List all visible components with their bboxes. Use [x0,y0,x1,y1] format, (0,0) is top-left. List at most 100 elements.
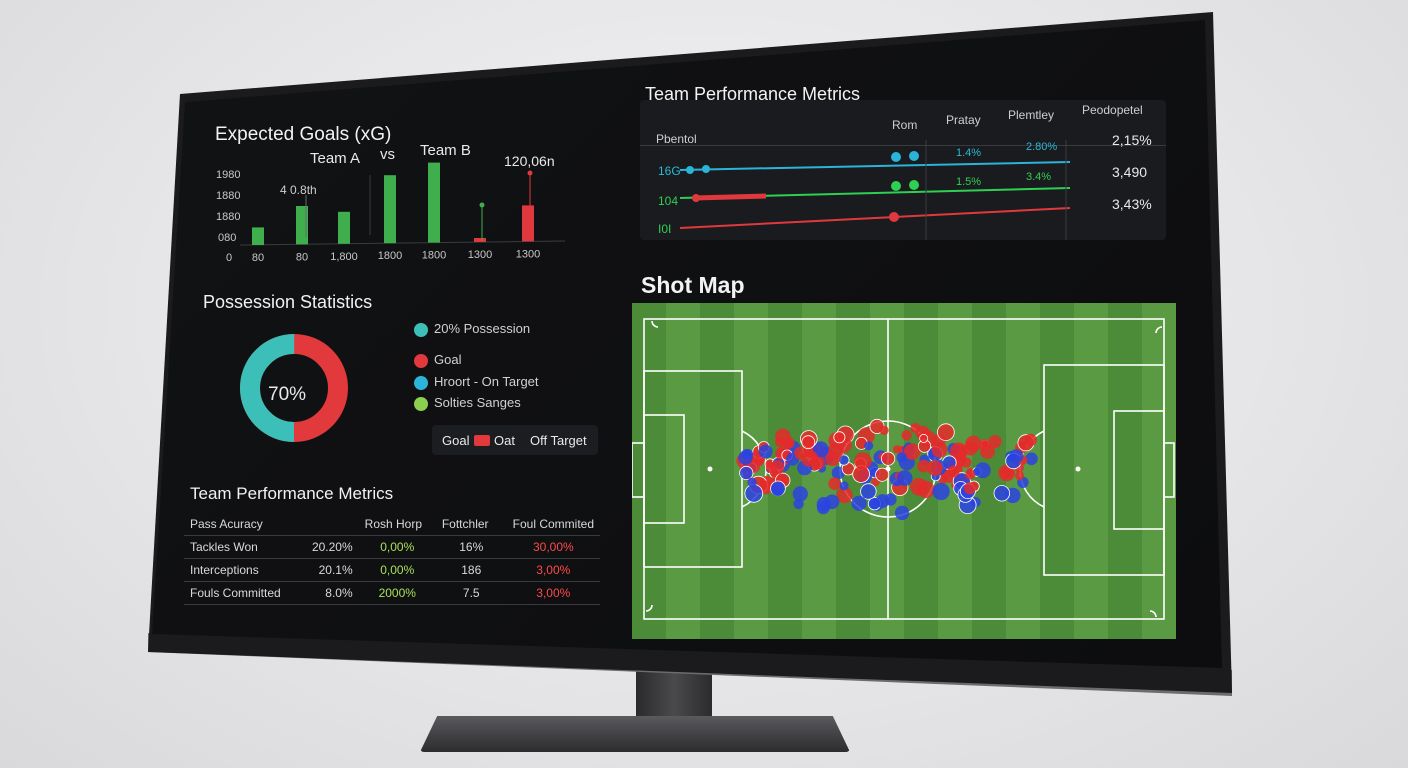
point [909,180,919,190]
metrics-top-header: Pratay [946,113,981,127]
row-label: I0I [658,222,672,236]
x-tick-label: 1800 [378,250,402,262]
legend-item-possession: 20% Possession [414,321,530,337]
row-label: Tackles Won 20.20% [184,535,359,559]
x-tick-label: 80 [252,252,264,264]
shot-team-a [833,431,846,444]
shot-team-a [910,422,921,434]
team-a-label: Team A [310,150,361,167]
shot-team-a [927,460,943,476]
xg-bar-chart: 80 80 1,800 1800 1800 1300 1300 [240,162,566,264]
divider [640,145,1166,146]
donut-segment-a [240,334,348,442]
point [702,165,710,173]
series-line-red [680,207,1071,229]
value-total: 3,43% [1112,196,1152,212]
table-header: Pass Acuracy [184,513,359,536]
metrics-top-panel: Pbentol Rom Pratay Plemtley Peodopetel 1… [640,100,1166,240]
x-tick-label: 1,800 [330,251,358,263]
metrics-top-header: Rom [892,118,918,132]
teal-dot-icon [414,322,428,337]
shot-team-a [937,423,955,441]
table-row: Tackles Won 20.20% 0,00% 16% 30,00% [184,535,600,559]
corner-arc [1155,326,1163,334]
shot-key: Goal Oat Off Target [432,425,598,455]
xg-bar [428,162,440,243]
shot-team-b [744,484,764,503]
xg-annotation-left: 4 0.8th [280,183,317,197]
shot-team-a [801,450,818,467]
table-header: Rosh Horp [358,513,436,536]
metrics-bottom-table: Pass Acuracy Rosh Horp Fottchler Foul Co… [184,513,600,605]
shot-team-a [854,452,872,470]
shot-team-a [783,437,795,449]
monitor-stand-base [420,716,850,752]
pitch-stripe [1074,303,1109,639]
green-dot-icon [414,396,428,411]
shot-team-a [828,477,841,490]
point [692,194,700,202]
cell: 30,00% [506,535,600,559]
shot-team-b [1009,449,1024,464]
shot-team-a [903,443,921,460]
point [891,152,901,162]
shot-team-a [836,487,853,504]
cell: 3,00% [506,581,600,605]
shot-team-a [1024,433,1037,447]
left-goal [632,442,645,498]
blue-dot-icon [414,375,428,390]
cell: 8.0% [325,586,353,600]
xg-ytick: 0 [226,252,233,264]
shot-team-a [892,445,902,454]
shot-team-b [739,465,754,481]
key-off-target-label: Off Target [530,433,587,448]
shot-team-a [879,425,889,435]
vs-label: vs [380,146,395,163]
table-header-row: Pass Acuracy Rosh Horp Fottchler Foul Co… [184,513,600,536]
metrics-top-title: Team Performance Metrics [645,84,861,104]
right-penalty-spot [1075,466,1081,472]
shot-map-title: Shot Map [641,272,745,298]
shot-team-a [919,433,929,443]
corner-arc [645,604,653,612]
row-label: 16G [658,164,681,178]
shot-team-b [793,498,804,510]
xg-annotation-right: 120,06n [504,153,555,169]
key-goal-label: Goal [442,433,470,448]
shot-team-a [881,451,896,466]
shot-team-b [747,477,757,487]
shot-team-b [831,466,845,480]
shot-team-b [896,452,907,463]
corner-arc [1149,610,1157,618]
metrics-top-header: Peodopetel [1082,103,1143,117]
series-line-blue [680,161,1071,171]
right-goal [1163,442,1175,498]
shot-team-a [770,460,785,475]
cell: 0,00% [358,558,436,582]
metrics-top-header: Plemtley [1008,108,1055,122]
cell: 186 [435,558,507,582]
red-dot-icon [414,353,428,368]
shot-team-a [957,449,967,458]
point [889,212,899,222]
shot-team-a [988,435,1002,449]
marker-dot [479,202,485,208]
shot-team-a [801,435,816,450]
left-penalty-spot [707,466,713,472]
shot-team-a [931,441,948,458]
shot-team-a [1015,471,1024,481]
shot-team-a [917,459,930,473]
value-total: 2,15% [1112,132,1152,148]
shot-team-a [965,469,976,480]
xg-bar [474,238,486,242]
shot-team-a [775,437,785,448]
metrics-top-lines [680,140,1071,240]
row-label: Fouls Committed 8.0% [184,581,359,605]
shot-team-a [998,464,1015,482]
cell: 0,00% [358,535,436,559]
point [686,166,694,174]
pitch-stripe [1142,303,1176,639]
pitch-stripe [700,303,735,639]
shot-team-a [910,478,928,496]
shot-team-a [965,435,982,452]
